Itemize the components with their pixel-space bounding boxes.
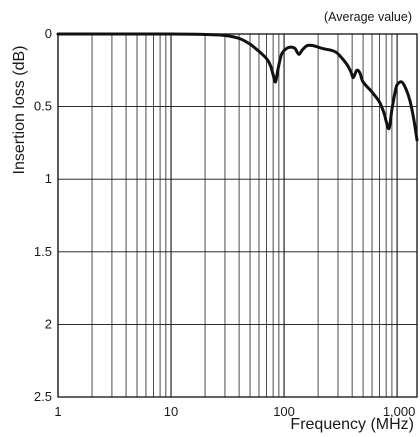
insertion-loss-curve	[56, 32, 419, 142]
x-tick-labels: 1 10 100 1,000	[54, 404, 415, 419]
x-tick-label: 10	[164, 404, 178, 419]
y-tick-label: 1	[45, 171, 52, 186]
x-tick-label: 1	[54, 404, 61, 419]
series-layer	[56, 32, 419, 142]
minor-grid	[91, 34, 393, 397]
y-tick-label: 1.5	[34, 244, 52, 259]
y-tick-label: 0.5	[34, 99, 52, 114]
x-tick-label: 1,000	[383, 404, 416, 419]
y-tick-label: 0	[45, 26, 52, 41]
x-axis-title: Frequency (MHz)	[290, 416, 414, 433]
y-tick-label: 2	[45, 316, 52, 331]
y-axis-title: Insertion loss (dB)	[11, 46, 28, 175]
y-tick-labels: 0 0.5 1 1.5 2 2.5	[34, 26, 52, 404]
y-tick-label: 2.5	[34, 389, 52, 404]
plot-frame	[57, 33, 418, 398]
x-tick-label: 100	[273, 404, 295, 419]
average-value-note: (Average value)	[324, 10, 412, 24]
